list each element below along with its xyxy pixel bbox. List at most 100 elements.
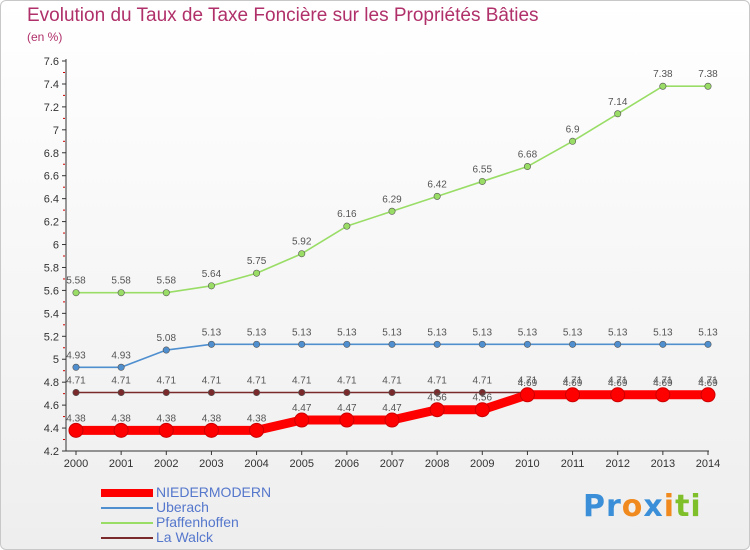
data-label-niedermodern: 4.69 [518, 378, 538, 389]
data-point-niedermodern [655, 387, 671, 403]
data-label-pfaffenhoffen: 5.64 [202, 269, 222, 280]
data-point-uberach [659, 340, 667, 348]
data-label-niedermodern: 4.47 [292, 403, 312, 414]
data-point-pfaffenhoffen [388, 207, 396, 215]
data-label-uberach: 5.13 [608, 327, 628, 338]
data-point-la-walck [72, 388, 80, 396]
legend-swatch [101, 507, 153, 510]
x-tick-label: 2005 [289, 458, 313, 470]
legend-label: NIEDERMODERN [156, 484, 272, 500]
data-label-niedermodern: 4.69 [698, 378, 718, 389]
data-point-niedermodern [339, 412, 355, 428]
data-point-niedermodern [700, 387, 716, 403]
data-point-pfaffenhoffen [343, 222, 351, 230]
data-point-niedermodern [565, 387, 581, 403]
data-point-uberach [614, 340, 622, 348]
y-tick-label: 7.6 [44, 56, 59, 68]
data-point-la-walck [253, 388, 261, 396]
y-tick-label: 7.4 [44, 79, 59, 91]
data-point-uberach [478, 340, 486, 348]
y-tick-label: 5.4 [44, 308, 59, 320]
data-label-niedermodern: 4.69 [608, 378, 628, 389]
data-label-uberach: 5.13 [382, 327, 402, 338]
data-label-uberach: 5.13 [473, 327, 493, 338]
data-point-la-walck [343, 388, 351, 396]
data-point-uberach [569, 340, 577, 348]
data-label-la-walck: 4.71 [608, 376, 628, 387]
legend-label: Uberach [156, 499, 209, 515]
data-point-la-walck [388, 388, 396, 396]
data-point-la-walck [298, 388, 306, 396]
data-point-pfaffenhoffen [253, 269, 261, 277]
data-label-niedermodern: 4.38 [247, 413, 267, 424]
data-point-la-walck [207, 388, 215, 396]
legend-item-uberach: Uberach [101, 500, 271, 515]
chart-title: Evolution du Taux de Taxe Foncière sur l… [27, 5, 539, 26]
data-point-pfaffenhoffen [207, 282, 215, 290]
data-point-niedermodern [474, 402, 490, 418]
data-point-la-walck [117, 388, 125, 396]
y-tick-label: 5.6 [44, 285, 59, 297]
y-tick-label: 4.6 [44, 400, 59, 412]
y-tick-label: 4.4 [44, 423, 59, 435]
data-label-niedermodern: 4.56 [473, 393, 493, 404]
y-tick-label: 5 [53, 354, 59, 366]
data-label-pfaffenhoffen: 6.16 [337, 209, 357, 220]
data-point-pfaffenhoffen [614, 110, 622, 118]
data-label-la-walck: 4.71 [202, 376, 222, 387]
data-point-niedermodern [113, 422, 129, 438]
data-label-pfaffenhoffen: 7.38 [698, 69, 718, 80]
legend-swatch [101, 489, 153, 498]
data-point-pfaffenhoffen [72, 289, 80, 297]
data-point-pfaffenhoffen [478, 177, 486, 185]
data-label-niedermodern: 4.38 [111, 413, 131, 424]
data-label-niedermodern: 4.47 [382, 403, 402, 414]
data-point-niedermodern [610, 387, 626, 403]
y-tick-label: 5.8 [44, 262, 59, 274]
y-tick-label: 5.2 [44, 331, 59, 343]
x-tick-label: 2009 [470, 458, 494, 470]
legend-item-pfaffenhoffen: Pfaffenhoffen [101, 515, 271, 530]
x-tick-label: 2006 [335, 458, 359, 470]
x-tick-label: 2011 [561, 458, 585, 470]
data-label-niedermodern: 4.38 [202, 413, 222, 424]
data-point-uberach [253, 340, 261, 348]
data-label-pfaffenhoffen: 5.58 [66, 276, 86, 287]
data-label-uberach: 5.13 [698, 327, 718, 338]
data-point-pfaffenhoffen [162, 289, 170, 297]
data-point-niedermodern [68, 422, 84, 438]
data-point-niedermodern [249, 422, 265, 438]
data-label-pfaffenhoffen: 5.58 [157, 276, 177, 287]
data-label-la-walck: 4.71 [66, 376, 86, 387]
legend-swatch [101, 522, 153, 525]
data-label-uberach: 5.13 [427, 327, 447, 338]
y-tick-label: 7 [53, 125, 59, 137]
data-label-uberach: 5.13 [202, 327, 222, 338]
data-label-pfaffenhoffen: 6.55 [473, 164, 493, 175]
data-label-la-walck: 4.71 [247, 376, 267, 387]
data-point-niedermodern [519, 387, 535, 403]
x-tick-label: 2014 [696, 458, 720, 470]
x-tick-label: 2002 [154, 458, 178, 470]
data-label-uberach: 5.13 [563, 327, 583, 338]
legend-swatch [101, 537, 153, 540]
x-tick-label: 2008 [425, 458, 449, 470]
data-label-pfaffenhoffen: 5.75 [247, 256, 267, 267]
data-point-uberach [298, 340, 306, 348]
x-tick-label: 2010 [515, 458, 539, 470]
data-label-la-walck: 4.71 [292, 376, 312, 387]
data-point-uberach [523, 340, 531, 348]
x-tick-label: 2012 [605, 458, 629, 470]
data-label-uberach: 5.13 [247, 327, 267, 338]
y-tick-label: 6 [53, 240, 59, 252]
data-point-uberach [162, 346, 170, 354]
legend-label: Pfaffenhoffen [156, 514, 239, 530]
data-label-niedermodern: 4.38 [66, 413, 86, 424]
y-tick-label: 6.2 [44, 217, 59, 229]
data-label-la-walck: 4.71 [382, 376, 402, 387]
data-label-uberach: 4.93 [66, 350, 86, 361]
data-label-uberach: 5.13 [653, 327, 673, 338]
data-point-uberach [704, 340, 712, 348]
data-point-uberach [343, 340, 351, 348]
